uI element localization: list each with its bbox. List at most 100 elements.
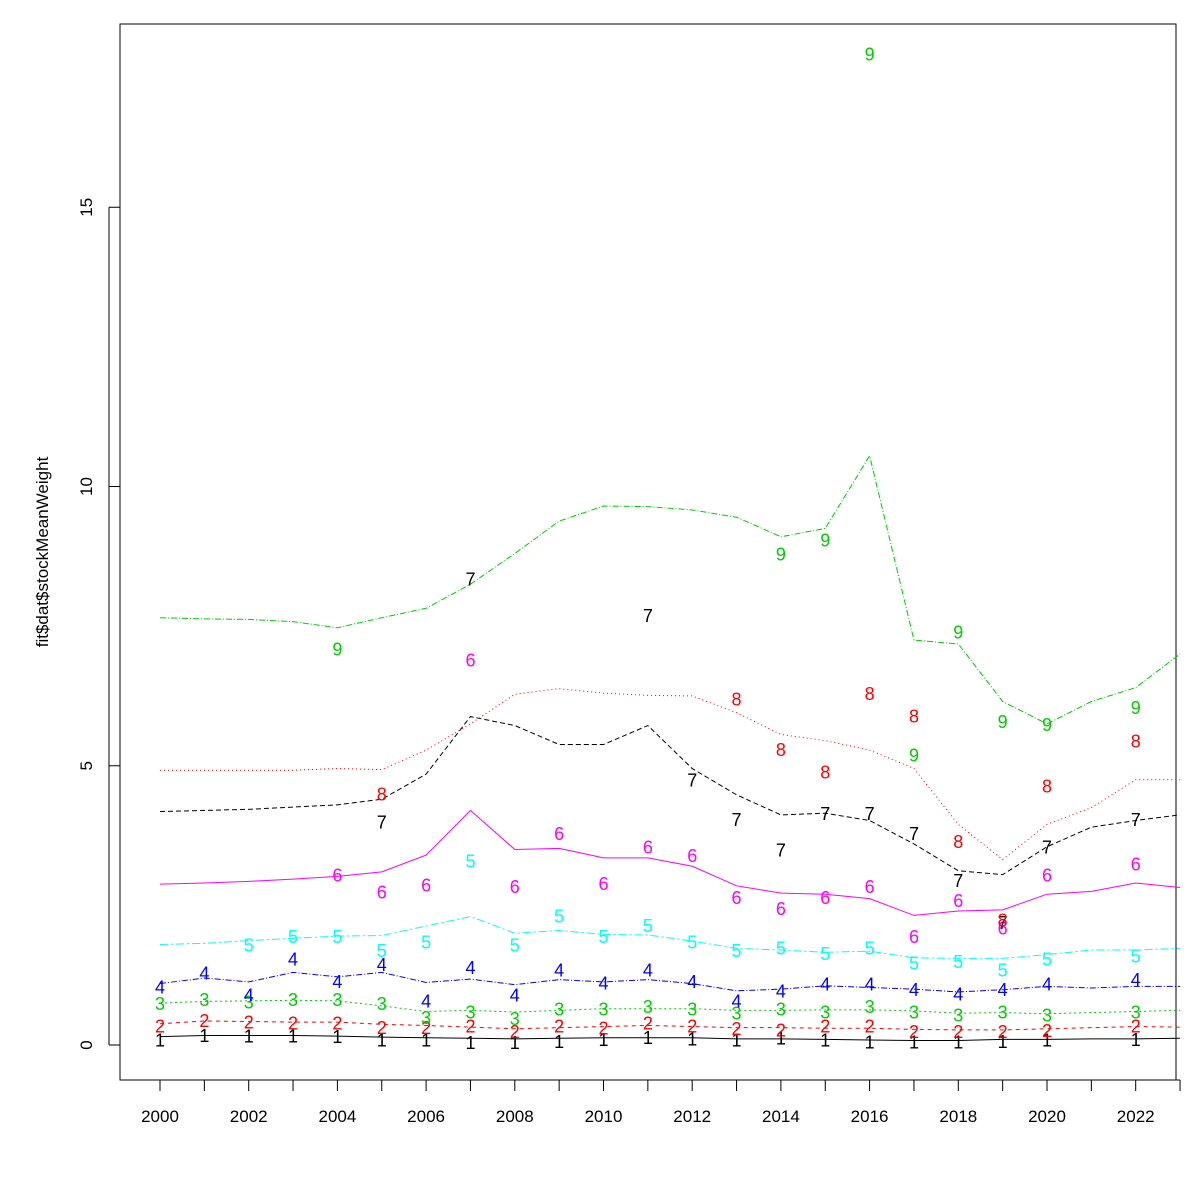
point-label-7: 7 [377,813,387,833]
point-label-3: 3 [953,1005,963,1025]
point-label-8: 8 [820,762,830,782]
point-label-4: 4 [1042,975,1052,995]
y-tick-label: 0 [77,1040,96,1049]
point-label-8: 8 [776,740,786,760]
point-label-9: 9 [865,45,875,65]
point-label-6: 6 [1131,854,1141,874]
point-label-5: 5 [909,953,919,973]
point-label-3: 3 [421,1008,431,1028]
point-label-5: 5 [1042,949,1052,969]
point-label-5: 5 [377,941,387,961]
point-label-8: 8 [377,785,387,805]
point-label-7: 7 [643,606,653,626]
point-label-9: 9 [953,623,963,643]
point-label-6: 6 [377,882,387,902]
point-label-5: 5 [1131,947,1141,967]
point-label-8: 8 [909,706,919,726]
x-tick-label: 2014 [762,1107,800,1126]
point-label-6: 6 [598,874,608,894]
series-line-6 [159,809,1181,916]
point-label-4: 4 [776,981,786,1001]
point-label-5: 5 [421,933,431,953]
point-label-3: 3 [1131,1002,1141,1022]
point-label-3: 3 [776,1000,786,1020]
point-label-2: 2 [377,1018,387,1038]
point-label-2: 2 [776,1020,786,1040]
point-label-1: 1 [554,1032,564,1052]
point-label-9: 9 [332,639,342,659]
y-tick-label: 5 [77,761,96,770]
y-axis-title: fit$dat$stockMeanWeight [33,456,52,647]
point-label-6: 6 [554,824,564,844]
point-label-4: 4 [510,986,520,1006]
point-label-3: 3 [732,1004,742,1024]
series-line-3 [159,999,1181,1015]
point-label-7: 7 [953,871,963,891]
point-label-4: 4 [199,963,209,983]
point-label-8: 8 [1131,732,1141,752]
point-label-3: 3 [332,990,342,1010]
point-label-4: 4 [554,961,564,981]
point-label-4: 4 [953,985,963,1005]
y-tick-label: 10 [77,477,96,496]
point-label-2: 2 [953,1022,963,1042]
point-label-6: 6 [465,651,475,671]
point-label-4: 4 [598,973,608,993]
point-label-1: 1 [909,1033,919,1053]
point-label-2: 2 [510,1022,520,1042]
point-label-5: 5 [288,927,298,947]
point-label-2: 2 [998,1022,1008,1042]
point-label-7: 7 [1042,838,1052,858]
point-label-5: 5 [998,961,1008,981]
point-label-2: 2 [865,1016,875,1036]
point-label-6: 6 [953,891,963,911]
x-tick-label: 2008 [496,1107,534,1126]
point-label-8: 8 [953,832,963,852]
point-label-1: 1 [643,1028,653,1048]
point-label-8: 8 [998,910,1008,930]
series-line-1 [159,1035,1181,1042]
point-label-3: 3 [865,997,875,1017]
point-label-1: 1 [199,1026,209,1046]
point-label-4: 4 [288,949,298,969]
point-label-3: 3 [909,1002,919,1022]
point-label-6: 6 [998,919,1008,939]
point-label-4: 4 [687,972,697,992]
point-label-9: 9 [998,712,1008,732]
x-tick-label: 2022 [1117,1107,1155,1126]
point-label-2: 2 [687,1016,697,1036]
x-tick-label: 2000 [141,1107,179,1126]
point-label-1: 1 [377,1030,387,1050]
point-label-7: 7 [820,804,830,824]
point-label-3: 3 [244,992,254,1012]
point-label-3: 3 [598,1000,608,1020]
point-label-3: 3 [377,994,387,1014]
point-label-5: 5 [776,938,786,958]
point-label-4: 4 [909,980,919,1000]
x-tick-label: 2006 [407,1107,445,1126]
point-label-7: 7 [732,810,742,830]
point-label-4: 4 [244,986,254,1006]
point-label-4: 4 [732,991,742,1011]
x-tick-label: 2012 [673,1107,711,1126]
point-label-2: 2 [909,1022,919,1042]
point-label-1: 1 [820,1030,830,1050]
series-lines [159,454,1181,1042]
point-label-9: 9 [776,545,786,565]
point-label-3: 3 [998,1002,1008,1022]
point-label-1: 1 [732,1030,742,1050]
point-label-8: 8 [1042,776,1052,796]
point-label-4: 4 [820,975,830,995]
series-line-8 [160,688,1181,861]
point-label-3: 3 [820,1002,830,1022]
point-label-1: 1 [953,1033,963,1053]
point-label-6: 6 [643,838,653,858]
point-label-5: 5 [465,852,475,872]
point-label-2: 2 [465,1016,475,1036]
point-label-2: 2 [244,1013,254,1033]
point-label-2: 2 [199,1011,209,1031]
point-label-5: 5 [687,933,697,953]
point-label-1: 1 [510,1033,520,1053]
point-label-9: 9 [909,746,919,766]
